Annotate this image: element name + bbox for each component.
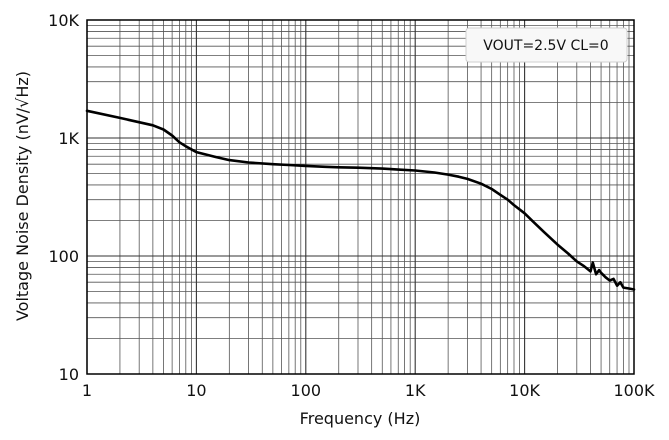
- x-tick-label: 10: [186, 381, 206, 400]
- x-axis-label: Frequency (Hz): [300, 409, 421, 428]
- y-axis-label: Voltage Noise Density (nV/√Hz): [13, 71, 32, 321]
- x-tick-labels: 1 10 100 1K 10K 100K: [82, 381, 655, 400]
- x-tick-label: 1: [82, 381, 92, 400]
- x-tick-label: 100: [291, 381, 322, 400]
- y-tick-labels: 10 100 1K 10K: [48, 11, 79, 384]
- y-tick-label: 10: [59, 365, 79, 384]
- major-gridlines: [86, 20, 634, 375]
- plot-frame: [86, 19, 635, 375]
- y-tick-label: 100: [48, 247, 79, 266]
- noise-density-curve: [85, 109, 636, 291]
- y-tick-label: 1K: [58, 129, 79, 148]
- x-tick-label: 100K: [613, 381, 655, 400]
- legend-box: [465, 27, 628, 63]
- legend: VOUT=2.5V CL=0: [465, 27, 628, 63]
- x-tick-label: 1K: [405, 381, 426, 400]
- minor-gridlines: [87, 20, 634, 374]
- legend-text: VOUT=2.5V CL=0: [483, 38, 608, 54]
- x-tick-label: 10K: [509, 381, 540, 400]
- y-tick-label: 10K: [48, 11, 79, 30]
